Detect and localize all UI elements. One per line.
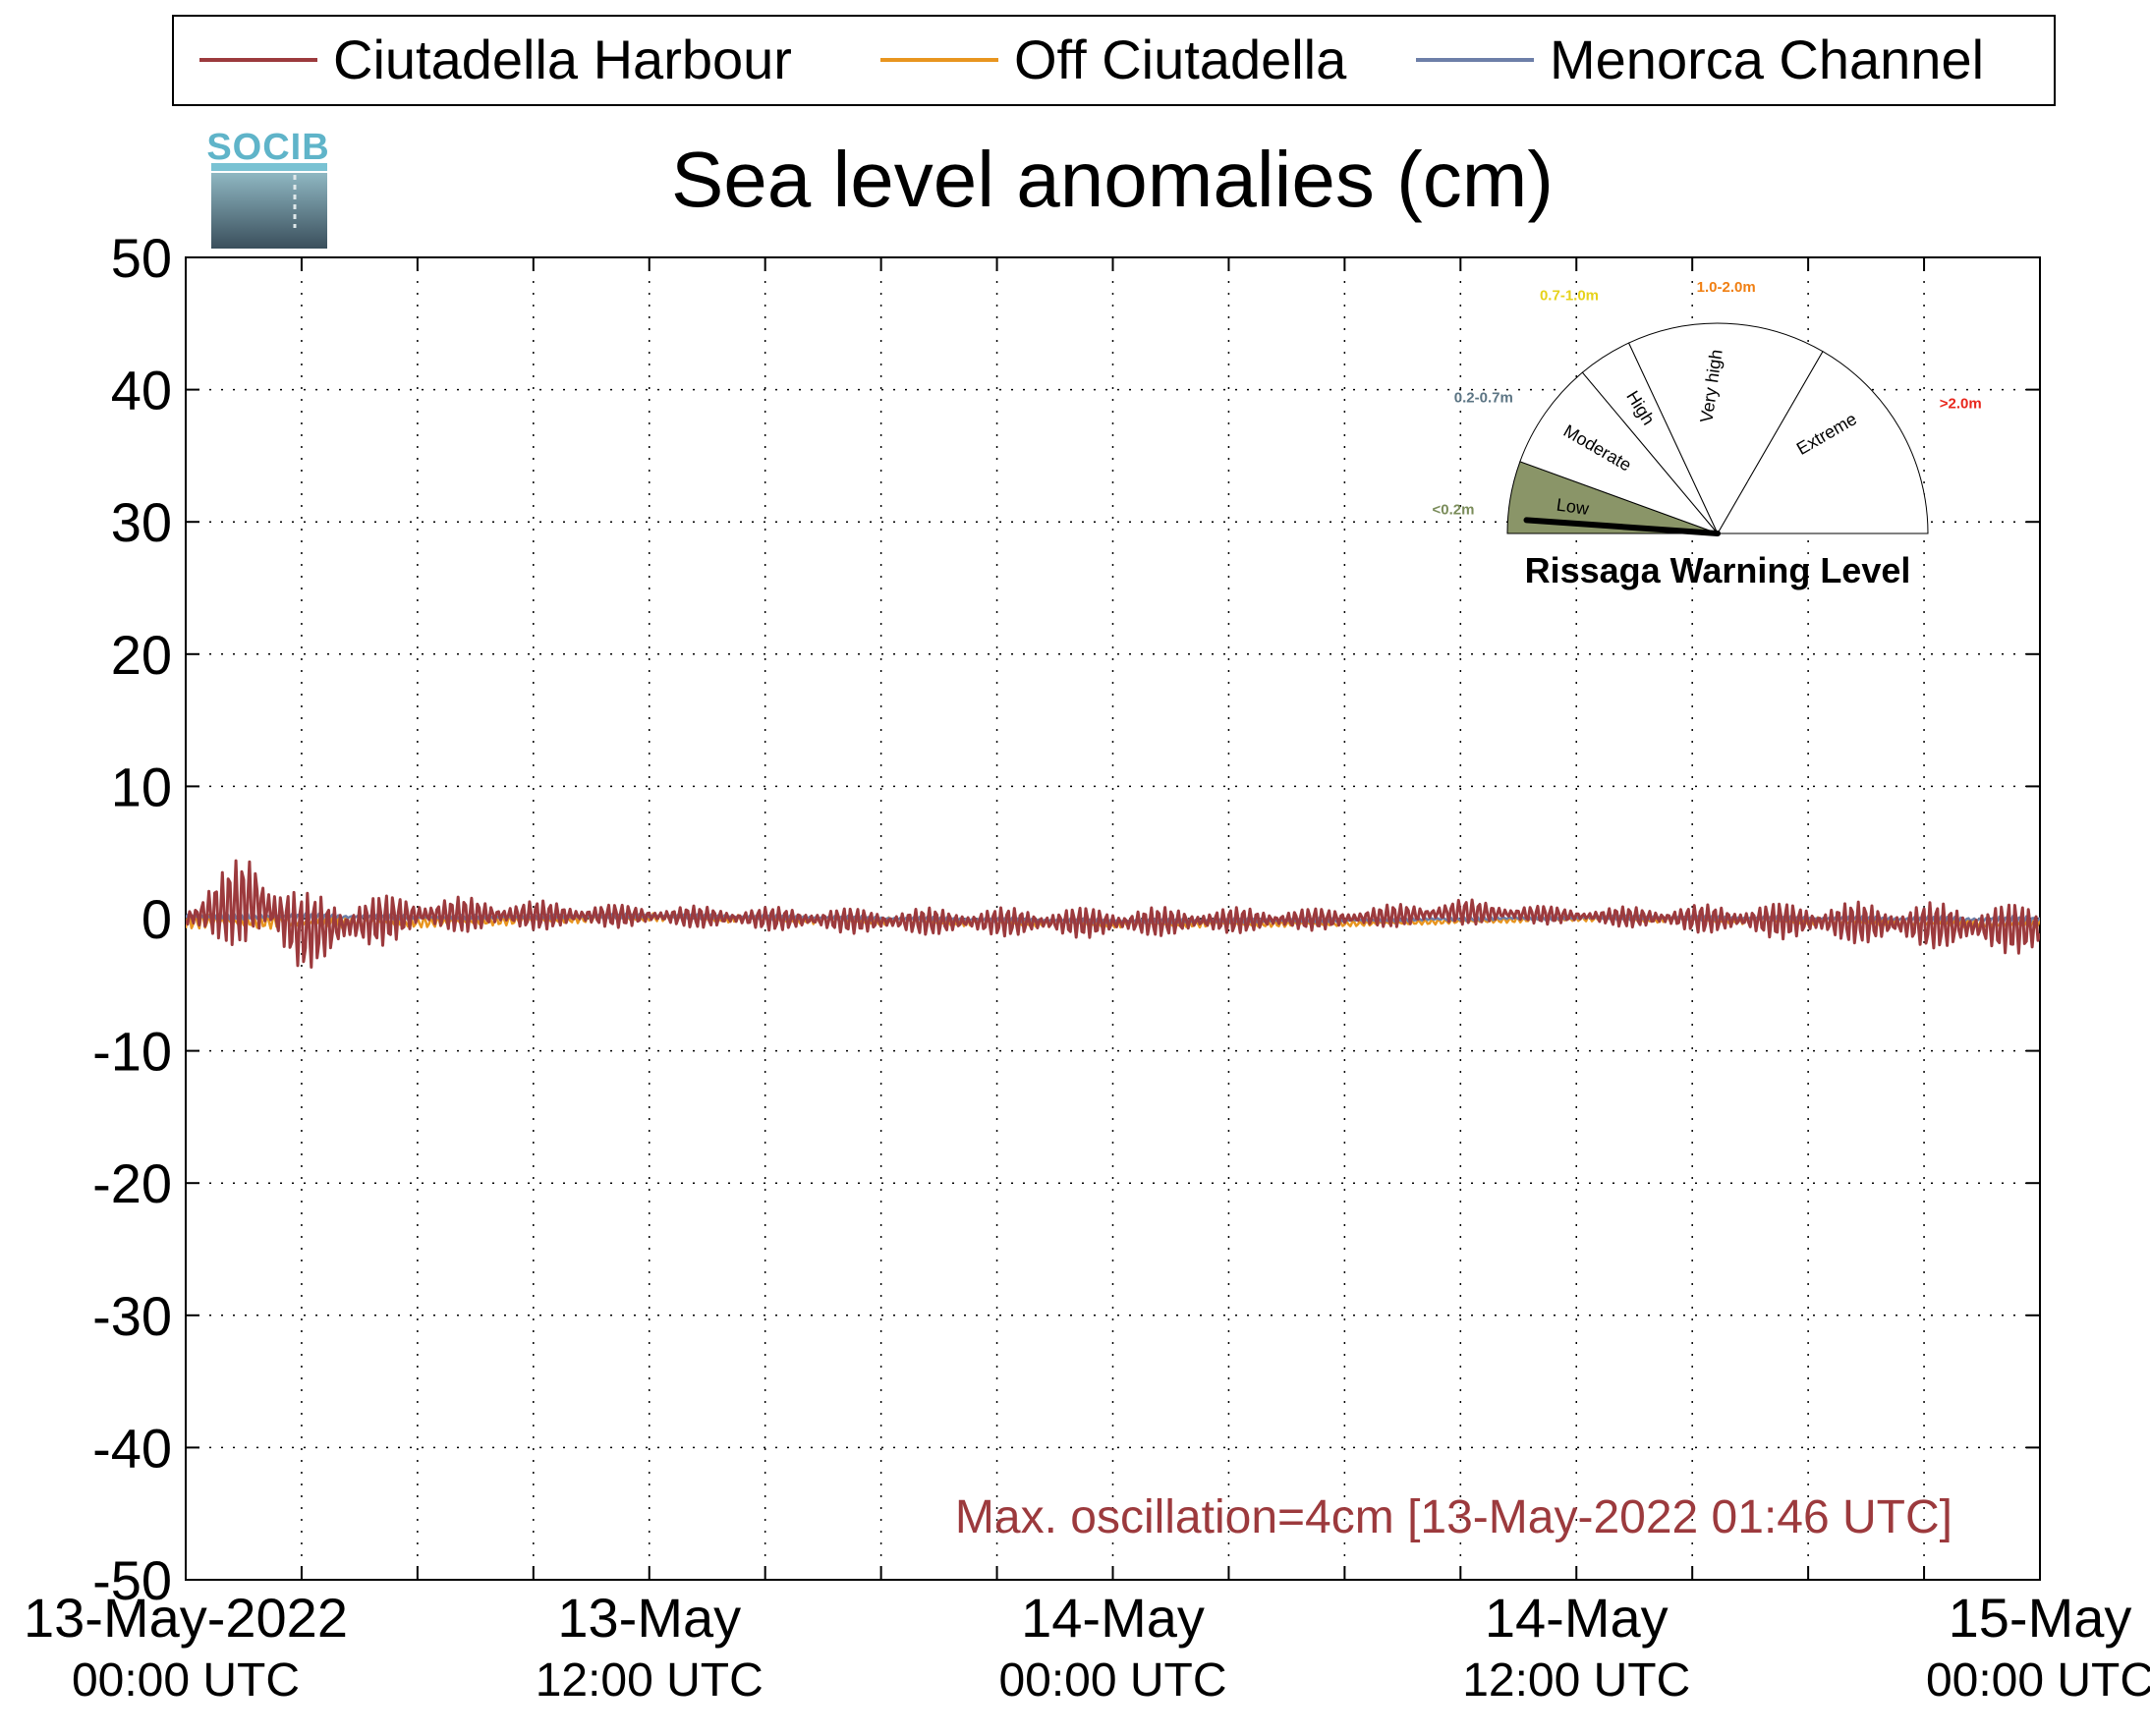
x-tick-label-time: 00:00 UTC [72,1654,300,1707]
socib-logo-block [211,173,327,249]
legend: Ciutadella Harbour Off Ciutadella Menorc… [172,15,2056,106]
y-tick-label: 30 [111,491,172,553]
y-tick-label: -10 [92,1021,172,1083]
gauge-range-label-low: <0.2m [1433,501,1475,518]
x-tick-label-date: 15-May [1949,1587,2132,1649]
x-tick-label-time: 00:00 UTC [998,1654,1226,1707]
series-line-ciutadella-harbour [186,859,2040,969]
socib-logo-text: SOCIB [206,127,329,168]
y-tick-label: 10 [111,756,172,817]
y-tick-label: 50 [111,227,172,289]
y-axis-labels: 50 40 30 20 10 0 -10 -20 -30 -40 -50 [92,227,172,1611]
x-tick-label-time: 00:00 UTC [1926,1654,2150,1707]
socib-logo: SOCIB [206,127,329,249]
legend-label-menorca-channel: Menorca Channel [1550,28,1984,90]
legend-label-off-ciutadella: Off Ciutadella [1014,28,1347,90]
gauge-sector-extreme [1717,351,1929,534]
legend-label-ciutadella-harbour: Ciutadella Harbour [333,28,792,90]
axis-ticks [186,256,2040,1581]
series-layer [186,859,2040,969]
legend-frame [172,15,2056,106]
gauge-title: Rissaga Warning Level [1525,550,1911,590]
chart-title: Sea level anomalies (cm) [671,136,1554,223]
x-tick-label-time: 12:00 UTC [1462,1654,1690,1707]
socib-logo-band [211,163,327,171]
x-tick-label-date: 14-May [1021,1587,1205,1649]
gauge-range-label-very-high: 1.0-2.0m [1697,279,1756,296]
y-tick-label: 40 [111,360,172,421]
x-tick-label-date: 13-May-2022 [24,1587,348,1649]
gauge-needle [1523,517,1721,536]
x-tick-label-time: 12:00 UTC [536,1654,764,1707]
x-tick-label-date: 14-May [1485,1587,1669,1649]
gauge-range-label-extreme: >2.0m [1940,395,1982,412]
x-tick-label-date: 13-May [557,1587,741,1649]
gauge-range-label-moderate: 0.2-0.7m [1454,389,1513,406]
gauge-sector-very-high [1627,322,1824,535]
gauge-sector-name-low: Low [1556,495,1591,520]
y-tick-label: -30 [92,1285,172,1347]
y-tick-label: -20 [92,1152,172,1214]
y-tick-label: -40 [92,1417,172,1479]
y-tick-label: -50 [92,1549,172,1611]
y-tick-label: 0 [141,888,172,950]
gauge-range-label-high: 0.7-1.0m [1540,287,1599,304]
max-oscillation-annotation: Max. oscillation=4cm [13-May-2022 01:46 … [955,1491,1952,1543]
gauge-sector-moderate [1519,371,1720,535]
y-tick-label: 20 [111,624,172,686]
